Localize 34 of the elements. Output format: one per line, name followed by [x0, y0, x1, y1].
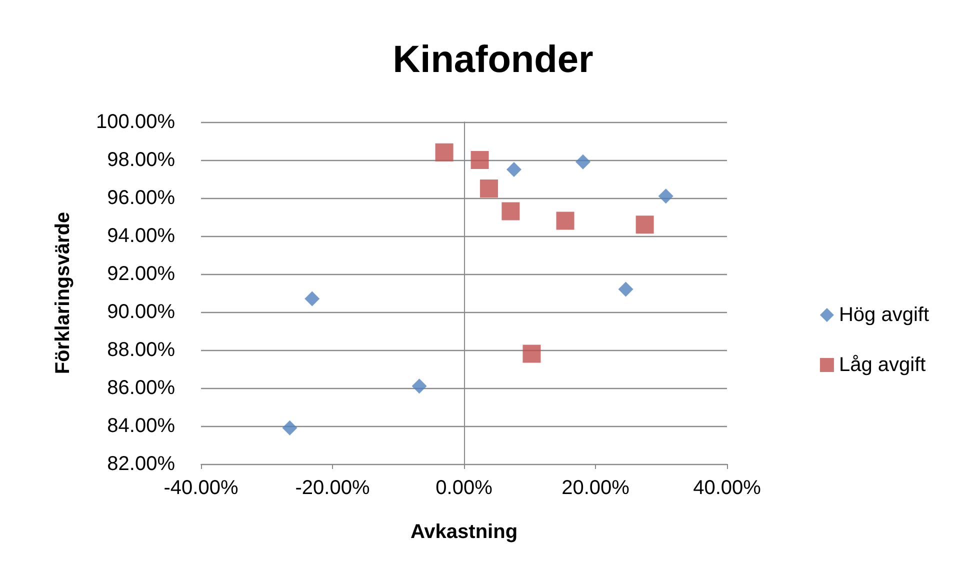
x-tick-label: 40.00%: [693, 477, 762, 499]
point: [618, 282, 634, 297]
chart-title: Kinafonder: [392, 39, 594, 81]
point: [502, 202, 520, 220]
y-tick-label: 98.00%: [107, 149, 176, 171]
point: [522, 344, 541, 363]
x-axis-title: Avkastning: [410, 521, 518, 543]
x-tick-label: 0.00%: [436, 477, 493, 499]
y-tick-label: 90.00%: [107, 301, 176, 323]
x-tick-label: -40.00%: [164, 477, 238, 499]
point: [556, 212, 574, 230]
point: [658, 188, 674, 204]
point: [480, 180, 498, 198]
y-tick-label: 86.00%: [107, 377, 176, 399]
point: [435, 143, 454, 162]
y-tick-label: 100.00%: [96, 111, 176, 133]
point: [470, 151, 489, 169]
y-axis-title: Förklaringsvärde: [52, 212, 74, 374]
point: [576, 154, 591, 170]
legend-label: Låg avgift: [838, 354, 926, 376]
y-tick-label: 94.00%: [107, 225, 176, 247]
y-tick-label: 82.00%: [107, 453, 176, 475]
y-tick-label: 96.00%: [107, 187, 176, 209]
point: [506, 162, 522, 177]
point: [636, 216, 654, 234]
point: [412, 378, 427, 394]
point: [304, 291, 320, 306]
y-tick-label: 84.00%: [107, 415, 176, 437]
x-tick-label: 20.00%: [562, 477, 630, 499]
y-tick-label: 88.00%: [107, 339, 176, 361]
x-tick-label: -20.00%: [295, 477, 370, 499]
point: [282, 420, 298, 436]
y-tick-label: 92.00%: [107, 263, 176, 285]
legend-label: Hög avgift: [838, 304, 930, 326]
